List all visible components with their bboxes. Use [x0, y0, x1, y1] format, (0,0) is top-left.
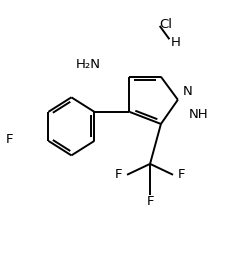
- Text: H₂N: H₂N: [76, 58, 100, 71]
- Text: N: N: [183, 85, 192, 98]
- Text: H: H: [171, 36, 180, 49]
- Text: F: F: [6, 133, 13, 146]
- Text: F: F: [115, 168, 122, 181]
- Text: Cl: Cl: [159, 18, 172, 31]
- Text: F: F: [178, 168, 185, 181]
- Text: NH: NH: [189, 108, 208, 121]
- Text: F: F: [146, 195, 154, 208]
